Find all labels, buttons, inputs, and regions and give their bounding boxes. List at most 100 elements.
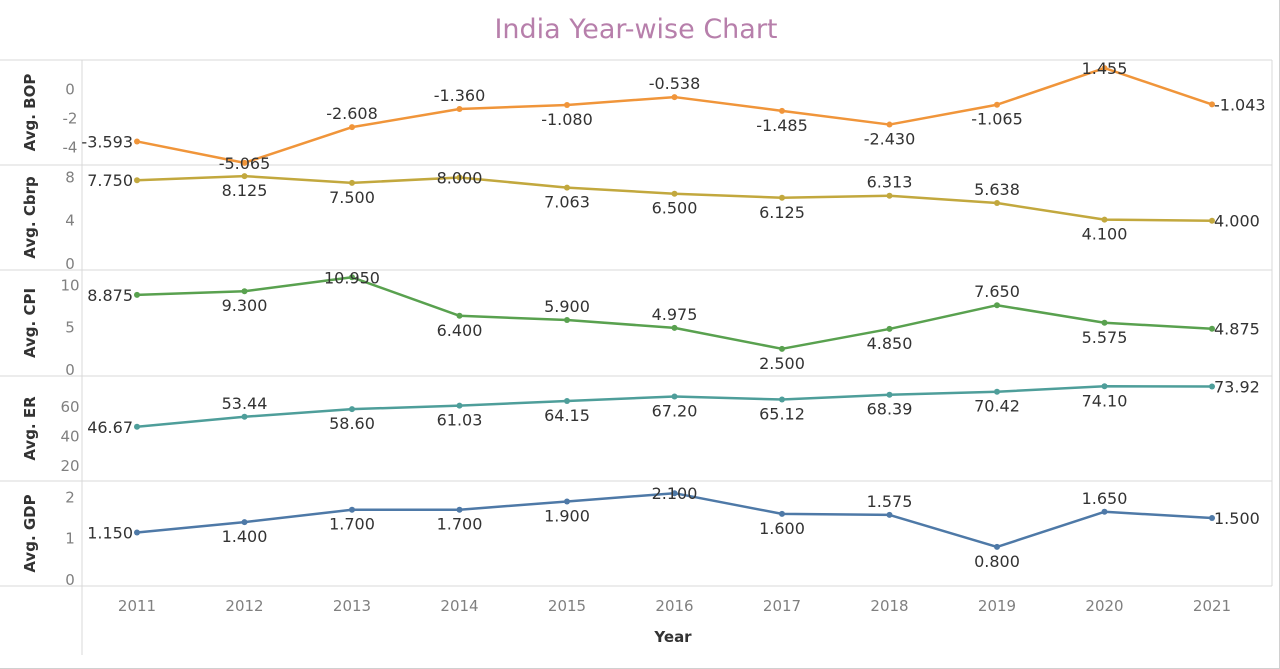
data-label-avg-bop-2020: 1.455	[1082, 59, 1128, 78]
data-point-avg-gdp-2020	[1101, 508, 1108, 515]
y-axis-title-avg-bop: Avg. BOP	[21, 74, 39, 152]
data-point-avg-cpi-2016	[671, 324, 678, 331]
data-point-avg-cbrp-2020	[1101, 216, 1108, 223]
data-label-avg-cpi-2013: 10.950	[324, 268, 380, 287]
data-point-avg-bop-2018	[886, 121, 893, 128]
data-label-avg-bop-2012: -5.065	[219, 154, 271, 173]
data-label-avg-cbrp-2020: 4.100	[1082, 225, 1128, 244]
data-point-avg-gdp-2012	[241, 519, 248, 526]
data-label-avg-cpi-2011: 8.875	[87, 286, 133, 305]
data-point-avg-bop-2012	[241, 159, 248, 166]
y-axis-title-avg-gdp: Avg. GDP	[21, 494, 39, 572]
x-tick-label-2011: 2011	[118, 597, 156, 615]
x-tick-label-2017: 2017	[763, 597, 801, 615]
data-point-avg-bop-2014	[456, 106, 463, 113]
data-point-avg-bop-2019	[994, 101, 1000, 108]
data-label-avg-gdp-2019: 0.800	[974, 552, 1020, 571]
y-tick-label-avg-cpi-10: 10	[60, 276, 79, 294]
data-point-avg-gdp-2019	[994, 543, 1000, 550]
y-axis-title-avg-cpi: Avg. CPI	[21, 288, 39, 358]
data-point-avg-bop-2016	[671, 94, 678, 101]
data-label-avg-cpi-2018: 4.850	[867, 334, 913, 353]
data-point-avg-cbrp-2014	[456, 174, 463, 181]
data-point-avg-cpi-2021	[1209, 325, 1215, 332]
data-label-avg-cbrp-2012: 8.125	[222, 181, 268, 200]
y-tick-label-avg-er-60: 60	[60, 398, 79, 416]
data-label-avg-bop-2018: -2.430	[864, 130, 916, 149]
y-tick-label-avg-bop--2: -2	[63, 109, 78, 127]
data-label-avg-cbrp-2011: 7.750	[87, 171, 133, 190]
data-point-avg-cbrp-2017	[779, 194, 785, 201]
data-label-avg-gdp-2015: 1.900	[544, 506, 590, 525]
data-point-avg-bop-2021	[1209, 101, 1215, 108]
data-point-avg-cpi-2019	[994, 302, 1000, 309]
data-point-avg-gdp-2017	[779, 510, 785, 517]
data-label-avg-bop-2017: -1.485	[756, 116, 808, 135]
data-point-avg-cbrp-2013	[349, 179, 355, 186]
data-point-avg-cpi-2014	[456, 312, 463, 319]
data-point-avg-gdp-2021	[1209, 515, 1215, 521]
y-tick-label-avg-bop--4: -4	[63, 138, 78, 156]
y-tick-label-avg-gdp-0: 0	[65, 571, 75, 589]
data-label-avg-er-2013: 58.60	[329, 414, 375, 433]
y-tick-label-avg-cbrp-8: 8	[65, 168, 75, 186]
data-label-avg-gdp-2021: 1.500	[1214, 509, 1260, 528]
y-tick-label-avg-gdp-2: 2	[65, 488, 75, 506]
data-point-avg-gdp-2016	[671, 490, 678, 497]
data-label-avg-gdp-2018: 1.575	[867, 492, 913, 511]
x-tick-label-2021: 2021	[1193, 597, 1231, 615]
data-label-avg-er-2011: 46.67	[87, 418, 133, 437]
data-label-avg-cpi-2015: 5.900	[544, 297, 590, 316]
x-tick-label-2013: 2013	[333, 597, 371, 615]
data-label-avg-gdp-2016: 2.100	[652, 484, 698, 503]
x-tick-label-2019: 2019	[978, 597, 1016, 615]
data-label-avg-bop-2016: -0.538	[649, 74, 701, 93]
data-point-avg-er-2019	[994, 388, 1000, 395]
x-tick-label-2015: 2015	[548, 597, 586, 615]
data-label-avg-bop-2015: -1.080	[541, 110, 593, 129]
data-point-avg-cpi-2020	[1101, 319, 1108, 326]
data-label-avg-er-2021: 73.92	[1214, 378, 1260, 397]
data-point-avg-bop-2017	[779, 107, 785, 114]
data-label-avg-cbrp-2018: 6.313	[867, 173, 913, 192]
data-point-avg-bop-2011	[134, 138, 140, 145]
data-label-avg-bop-2011: -3.593	[81, 132, 133, 151]
y-tick-label-avg-er-20: 20	[60, 457, 79, 475]
y-tick-label-avg-cpi-5: 5	[65, 319, 75, 337]
data-point-avg-er-2012	[241, 413, 248, 420]
data-label-avg-cbrp-2017: 6.125	[759, 203, 805, 222]
data-label-avg-bop-2013: -2.608	[326, 104, 378, 123]
x-axis-title: Year	[653, 628, 692, 646]
y-tick-label-avg-cbrp-4: 4	[65, 212, 75, 230]
data-label-avg-cbrp-2015: 7.063	[544, 193, 590, 212]
data-point-avg-cbrp-2018	[886, 192, 893, 199]
data-point-avg-er-2016	[671, 393, 678, 400]
data-label-avg-cbrp-2021: 4.000	[1214, 212, 1260, 231]
data-label-avg-cpi-2020: 5.575	[1082, 328, 1128, 347]
data-label-avg-cbrp-2013: 7.500	[329, 188, 375, 207]
data-point-avg-gdp-2015	[564, 498, 570, 505]
y-tick-label-avg-gdp-1: 1	[65, 530, 75, 548]
data-label-avg-er-2019: 70.42	[974, 397, 1020, 416]
data-label-avg-er-2018: 68.39	[867, 400, 913, 419]
y-axis-title-avg-cbrp: Avg. Cbrp	[21, 176, 39, 259]
x-tick-label-2020: 2020	[1085, 597, 1123, 615]
data-point-avg-er-2011	[134, 423, 140, 430]
data-label-avg-bop-2021: -1.043	[1214, 95, 1266, 114]
data-label-avg-er-2015: 64.15	[544, 406, 590, 425]
data-point-avg-er-2014	[456, 402, 463, 409]
x-tick-label-2018: 2018	[870, 597, 908, 615]
x-tick-label-2014: 2014	[440, 597, 478, 615]
data-point-avg-er-2018	[886, 391, 893, 398]
data-point-avg-gdp-2013	[349, 506, 355, 513]
data-label-avg-er-2014: 61.03	[437, 411, 483, 430]
data-label-avg-er-2020: 74.10	[1082, 391, 1128, 410]
data-point-avg-er-2017	[779, 396, 785, 403]
data-label-avg-cpi-2019: 7.650	[974, 282, 1020, 301]
data-point-avg-cpi-2015	[564, 317, 570, 324]
data-point-avg-gdp-2018	[886, 511, 893, 518]
data-label-avg-cpi-2016: 4.975	[652, 305, 698, 324]
data-point-avg-cbrp-2019	[994, 200, 1000, 207]
data-label-avg-gdp-2012: 1.400	[222, 527, 268, 546]
